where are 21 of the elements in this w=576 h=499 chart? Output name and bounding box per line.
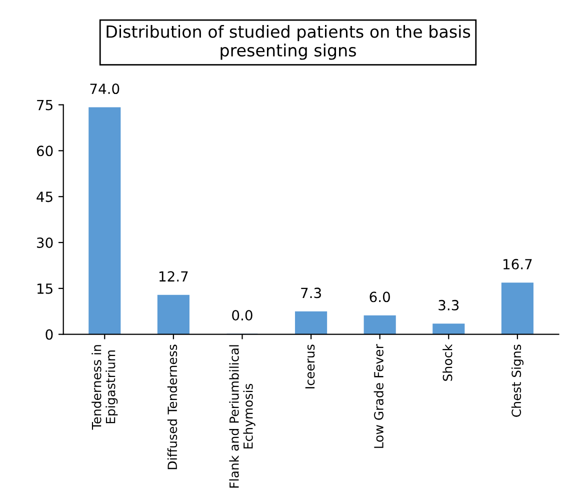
y-tick-label: 45 <box>36 192 52 202</box>
data-label: 12.7 <box>160 271 188 282</box>
y-tick-label: 60 <box>36 146 53 156</box>
x-tick-label: Chest Signs <box>511 344 524 417</box>
data-label: 6.0 <box>370 292 390 302</box>
data-label: 16.7 <box>504 258 532 270</box>
y-tick-label: 0 <box>46 329 53 340</box>
x-tick-label: Low Grade Fever <box>374 344 384 448</box>
x-tick-label: Tenderness in Epigastrium <box>92 345 118 430</box>
y-tick-label: 15 <box>37 284 52 294</box>
data-label: 7.3 <box>301 288 321 298</box>
data-label: 3.3 <box>438 300 459 310</box>
data-label: 74.0 <box>90 84 120 94</box>
x-tick-label: Diffused Tenderness <box>167 344 178 470</box>
x-tick-label: Shock <box>442 344 452 381</box>
x-tick-label: Flank and Periumbilical Echymosis <box>229 345 256 488</box>
chart-title: Distribution of studied patients on the basis presenting signs <box>106 25 470 60</box>
y-tick-label: 30 <box>37 237 53 248</box>
x-tick-label: Iceerus <box>305 344 315 388</box>
y-tick-label: 75 <box>37 100 52 110</box>
data-label: 0.0 <box>232 310 252 321</box>
